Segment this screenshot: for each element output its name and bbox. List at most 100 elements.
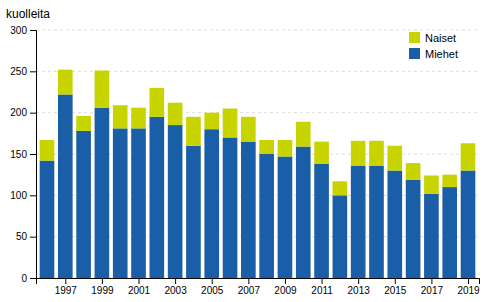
tick-mark bbox=[248, 278, 249, 284]
bar bbox=[406, 180, 421, 278]
tick: 150 bbox=[10, 149, 36, 160]
tick: 2009 bbox=[274, 278, 297, 296]
bar bbox=[186, 117, 201, 146]
bar bbox=[351, 166, 366, 278]
tick-label: 1997 bbox=[55, 285, 78, 296]
bar bbox=[149, 88, 164, 117]
grid bbox=[36, 30, 479, 278]
chart: 1997 1999 2001 2003 2005 2007 2009 2011 2013 2015… bbox=[0, 0, 491, 302]
bar bbox=[406, 163, 421, 180]
tick-mark bbox=[139, 278, 140, 284]
bar bbox=[259, 154, 274, 278]
bar bbox=[442, 187, 457, 278]
tick-mark bbox=[65, 278, 66, 284]
bar bbox=[186, 146, 201, 278]
series bbox=[40, 70, 476, 196]
tick-mark bbox=[285, 278, 286, 284]
bar bbox=[58, 70, 73, 95]
tick: 2011 bbox=[311, 278, 333, 296]
tick-label: 200 bbox=[10, 107, 27, 118]
bar bbox=[95, 108, 110, 278]
bar bbox=[40, 161, 55, 278]
tick-label: 2007 bbox=[238, 285, 261, 296]
tick: 2005 bbox=[201, 278, 224, 296]
axis-title: kuolleita bbox=[6, 7, 50, 21]
bar bbox=[204, 113, 219, 130]
bar bbox=[168, 103, 183, 125]
bar bbox=[424, 175, 439, 193]
bar bbox=[76, 131, 91, 278]
tick-label: 2001 bbox=[128, 285, 151, 296]
tick-mark bbox=[30, 195, 36, 196]
tick-label: 2019 bbox=[457, 285, 480, 296]
bar bbox=[296, 122, 311, 147]
tick: 2007 bbox=[238, 278, 261, 296]
legend-label: Naiset bbox=[425, 32, 456, 44]
tick-mark bbox=[468, 278, 469, 284]
tick: 2003 bbox=[164, 278, 187, 296]
bar bbox=[168, 125, 183, 278]
axis-line bbox=[30, 31, 37, 279]
tick: 200 bbox=[10, 107, 36, 118]
grid-line bbox=[36, 30, 479, 31]
axis-line bbox=[37, 279, 480, 285]
bar bbox=[333, 195, 348, 278]
bar bbox=[113, 128, 128, 278]
tick-label: 150 bbox=[10, 149, 27, 160]
tick: 2015 bbox=[384, 278, 407, 296]
tick: 300 bbox=[10, 25, 36, 36]
bar bbox=[149, 117, 164, 278]
bar bbox=[296, 147, 311, 278]
tick-mark bbox=[212, 278, 213, 284]
tick-mark bbox=[175, 278, 176, 284]
tick: 2013 bbox=[348, 278, 371, 296]
bar bbox=[223, 109, 238, 138]
tick: 0 bbox=[21, 273, 36, 284]
bar bbox=[131, 108, 146, 129]
tick: 1999 bbox=[91, 278, 114, 296]
bar bbox=[204, 129, 219, 278]
bar bbox=[241, 117, 256, 142]
tick-label: 100 bbox=[10, 190, 27, 201]
tick-label: 300 bbox=[10, 25, 27, 36]
tick-label: 2013 bbox=[348, 285, 371, 296]
bar bbox=[369, 166, 384, 278]
bar bbox=[113, 105, 128, 128]
legend-item: Miehet bbox=[409, 48, 458, 60]
bar bbox=[442, 175, 457, 187]
bar bbox=[131, 128, 146, 278]
tick: 2017 bbox=[421, 278, 444, 296]
tick-mark bbox=[30, 30, 36, 31]
tick-mark bbox=[395, 278, 396, 284]
legend-swatch bbox=[409, 32, 420, 43]
x-axis: 1997 1999 2001 2003 2005 2007 2009 2011 2013 2015… bbox=[37, 278, 481, 296]
tick-label: 2003 bbox=[164, 285, 187, 296]
bar bbox=[461, 171, 476, 278]
bar bbox=[58, 94, 73, 278]
tick-label: 0 bbox=[21, 273, 27, 284]
legend-item: Naiset bbox=[409, 32, 456, 44]
tick-label: 1999 bbox=[91, 285, 114, 296]
tick-label: 2017 bbox=[421, 285, 444, 296]
plot-area bbox=[40, 70, 476, 278]
bar bbox=[314, 142, 329, 164]
bar bbox=[278, 140, 293, 157]
tick: 2019 bbox=[457, 278, 480, 296]
tick-label: 250 bbox=[10, 66, 27, 77]
tick-label: 2015 bbox=[384, 285, 407, 296]
tick-mark bbox=[358, 278, 359, 284]
tick: 2001 bbox=[128, 278, 151, 296]
bar bbox=[259, 140, 274, 154]
tick-label: 2009 bbox=[274, 285, 297, 296]
legend-swatch bbox=[409, 48, 420, 59]
tick-label: 2011 bbox=[311, 285, 333, 296]
tick: 1997 bbox=[55, 278, 78, 296]
tick-mark bbox=[30, 237, 36, 238]
bar bbox=[351, 141, 366, 166]
bar bbox=[278, 156, 293, 278]
bar bbox=[333, 181, 348, 195]
bar bbox=[424, 194, 439, 278]
tick-mark bbox=[30, 278, 36, 279]
bar bbox=[314, 164, 329, 278]
tick: 100 bbox=[10, 190, 36, 201]
